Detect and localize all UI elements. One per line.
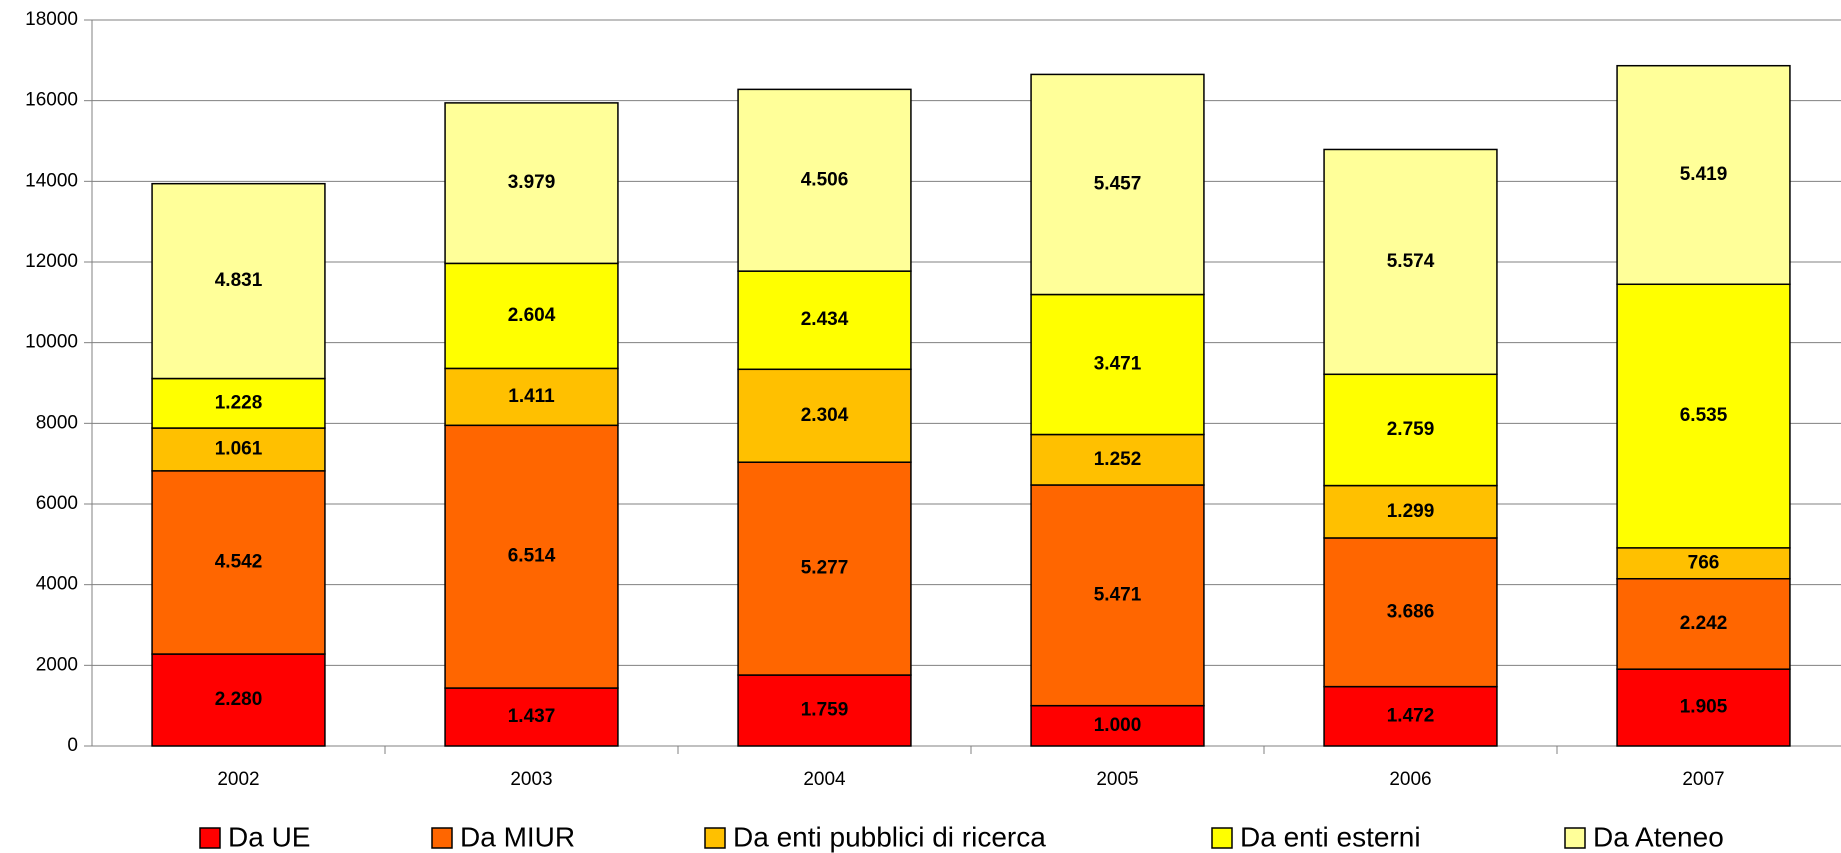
bar-segment: [151, 470, 326, 655]
y-tick-label: 8000: [36, 412, 78, 433]
legend-label: Da MIUR: [460, 821, 575, 852]
data-label: 1.411: [508, 386, 555, 407]
data-label: 6.535: [1680, 405, 1728, 426]
data-label: 3.979: [508, 172, 556, 193]
data-label: 3.471: [1094, 354, 1142, 375]
bar-segment: [737, 270, 912, 371]
bar-segment: [1616, 64, 1791, 286]
x-tick-label: 2006: [1389, 769, 1431, 790]
bar-segment: [737, 674, 912, 747]
y-tick-label: 18000: [25, 9, 78, 30]
bar-segment: [444, 687, 619, 747]
data-label: 6.514: [508, 546, 556, 567]
data-label: 5.471: [1094, 584, 1142, 605]
data-label: 1.759: [801, 700, 849, 721]
legend-swatch: [199, 827, 221, 849]
y-tick-label: 6000: [36, 493, 78, 514]
y-tick-label: 4000: [36, 574, 78, 595]
bar-segment: [1323, 148, 1498, 376]
legend-swatch: [1564, 827, 1586, 849]
bar-segment: [1323, 373, 1498, 487]
x-tick-label: 2005: [1096, 769, 1138, 790]
bar-segment: [1616, 283, 1791, 549]
data-label: 2.304: [801, 405, 849, 426]
data-label: 1.437: [508, 706, 556, 727]
data-label: 1.000: [1094, 715, 1142, 736]
bar-segment: [444, 262, 619, 370]
data-label: 5.574: [1387, 251, 1435, 272]
legend-swatch: [431, 827, 453, 849]
legend-swatch: [1211, 827, 1233, 849]
data-label: 1.252: [1094, 449, 1142, 470]
legend-label: Da enti esterni: [1240, 821, 1421, 852]
y-tick-label: 14000: [25, 170, 78, 191]
data-label: 766: [1688, 552, 1720, 573]
data-label: 1.228: [215, 392, 263, 413]
bar-segment: [1323, 685, 1498, 747]
data-label: 4.831: [215, 270, 263, 291]
bar-segment: [151, 653, 326, 747]
bar-segment: [737, 461, 912, 676]
data-label: 2.434: [801, 309, 849, 330]
bar-segment: [737, 88, 912, 272]
data-label: 2.242: [1680, 613, 1728, 634]
data-label: 1.061: [215, 438, 263, 459]
data-label: 2.280: [215, 689, 263, 710]
data-label: 2.604: [508, 305, 556, 326]
bar-segment: [1030, 293, 1205, 436]
x-tick-label: 2004: [803, 769, 846, 790]
legend-label: Da enti pubblici di ricerca: [733, 821, 1046, 852]
data-label: 1.299: [1387, 501, 1435, 522]
bar-segment: [737, 368, 912, 463]
x-tick-label: 2007: [1682, 769, 1724, 790]
y-tick-label: 2000: [36, 654, 78, 675]
bar-segment: [1030, 433, 1205, 486]
bar-segment: [444, 367, 619, 427]
data-label: 5.457: [1094, 173, 1142, 194]
y-tick-label: 0: [67, 735, 78, 756]
bar-segment: [1323, 537, 1498, 688]
data-label: 5.419: [1680, 164, 1728, 185]
bar-segment: [1616, 668, 1791, 747]
bar-segment: [444, 102, 619, 265]
y-tick-label: 12000: [25, 251, 78, 272]
x-tick-label: 2003: [510, 769, 552, 790]
y-tick-label: 10000: [25, 332, 78, 353]
bar-segment: [1030, 484, 1205, 707]
bar-segment: [1323, 484, 1498, 539]
data-label: 5.277: [801, 558, 849, 579]
legend-swatch: [704, 827, 726, 849]
data-label: 4.542: [215, 551, 263, 572]
y-tick-label: 16000: [25, 90, 78, 111]
data-label: 3.686: [1387, 601, 1435, 622]
bar-segment: [1030, 73, 1205, 296]
data-label: 1.905: [1680, 697, 1728, 718]
bar-segment: [444, 424, 619, 689]
data-label: 4.506: [801, 169, 849, 190]
data-label: 2.759: [1387, 419, 1435, 440]
bar-segment: [151, 427, 326, 472]
data-label: 1.472: [1387, 705, 1435, 726]
legend-label: Da UE: [228, 821, 310, 852]
x-tick-label: 2002: [217, 769, 259, 790]
bar-segment: [151, 182, 326, 380]
legend-label: Da Ateneo: [1593, 821, 1724, 852]
bar-segment: [151, 377, 326, 429]
